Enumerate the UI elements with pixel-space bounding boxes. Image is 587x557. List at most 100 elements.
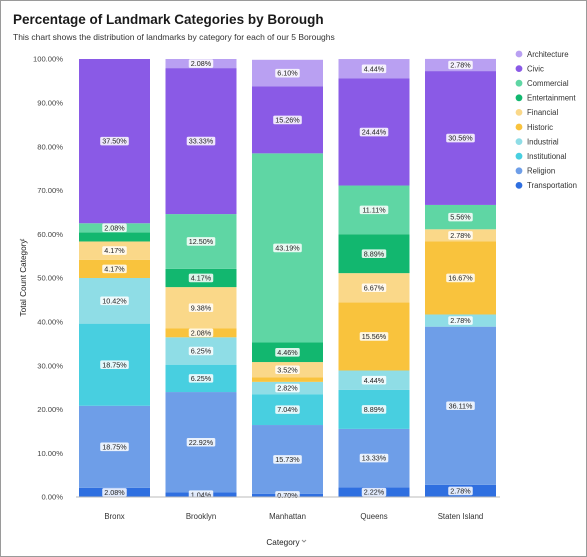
legend-item-institutional[interactable]: Institutional	[527, 152, 567, 161]
x-tick-label: Manhattan	[269, 512, 306, 521]
data-label: 15.26%	[275, 116, 300, 125]
data-label: 4.46%	[277, 348, 298, 357]
chart-title: Percentage of Landmark Categories by Bor…	[13, 12, 324, 27]
data-label-bg	[448, 212, 473, 222]
legend-marker	[515, 138, 523, 146]
data-label: 2.78%	[450, 487, 471, 496]
data-label: 24.44%	[362, 128, 387, 137]
data-label-bg	[273, 243, 302, 253]
legend-marker	[515, 123, 523, 131]
data-label-bg	[186, 136, 216, 146]
legend-item-commercial[interactable]: Commercial	[527, 79, 569, 88]
data-label-bg	[361, 283, 387, 293]
legend-item-historic[interactable]: Historic	[527, 123, 553, 132]
data-label-bg	[275, 491, 300, 500]
legend-marker	[515, 167, 523, 175]
bar-segment-entertainment-bronx[interactable]	[79, 232, 150, 242]
data-label: 1.04%	[191, 490, 212, 499]
data-label-bg	[275, 68, 300, 78]
bars: 2.08% 18.75% 18.75% 10.42% 4.17% 4.17% 2.08% 37…	[79, 58, 496, 500]
data-label-bg	[446, 273, 475, 283]
data-label: 13.33%	[362, 454, 387, 463]
data-label: 0.70%	[277, 491, 298, 500]
y-tick-label: 100.00%	[33, 55, 63, 64]
y-tick-label: 70.00%	[37, 186, 63, 195]
y-tick-label: 10.00%	[37, 449, 63, 458]
data-label: 15.56%	[362, 332, 387, 341]
x-axis-categories: Bronx Brooklyn Manhattan Queens Staten Islan…	[104, 512, 483, 521]
data-label-bg	[361, 249, 387, 258]
data-label: 4.44%	[364, 64, 385, 73]
data-label-bg	[361, 64, 387, 74]
x-tick-label: Staten Island	[438, 512, 484, 521]
data-label: 4.17%	[104, 264, 125, 273]
y-tick-label: 20.00%	[37, 405, 63, 414]
data-label: 33.33%	[189, 137, 214, 146]
data-label-bg	[188, 346, 214, 356]
data-label: 2.08%	[191, 328, 212, 337]
data-label: 2.78%	[450, 61, 471, 70]
y-tick-label: 40.00%	[37, 318, 63, 327]
legend-item-religion[interactable]: Religion	[527, 167, 555, 176]
data-label-bg	[273, 115, 302, 125]
data-label-bg	[359, 332, 389, 341]
data-label-bg	[359, 127, 389, 137]
x-axis-label: Category	[266, 538, 300, 547]
data-label: 16.67%	[448, 274, 473, 283]
legend-marker	[515, 94, 523, 102]
data-label: 7.04%	[277, 405, 298, 414]
data-label: 5.56%	[450, 213, 471, 222]
y-axis-ticks: 0.00% 10.00% 20.00% 30.00% 40.00% 50.00% 60.00…	[33, 55, 63, 502]
data-label: 3.52%	[277, 365, 298, 374]
legend: Architecture Civic Commercial Entertainment…	[515, 50, 577, 190]
data-label-bg	[188, 273, 214, 283]
data-label: 2.08%	[104, 488, 125, 497]
legend-item-industrial[interactable]: Industrial	[527, 137, 559, 146]
data-label: 6.25%	[191, 347, 212, 356]
data-label: 18.75%	[102, 442, 127, 451]
data-label: 6.67%	[364, 283, 385, 292]
legend-marker	[515, 50, 523, 58]
data-label: 15.73%	[275, 455, 300, 464]
data-label-bg	[448, 60, 473, 70]
y-tick-label: 80.00%	[37, 142, 63, 151]
data-label: 4.44%	[364, 376, 385, 385]
legend-item-civic[interactable]: Civic	[527, 64, 544, 73]
legend-item-architecture[interactable]: Architecture	[527, 50, 569, 59]
data-label-bg	[448, 231, 473, 240]
y-tick-label: 50.00%	[37, 274, 63, 283]
y-tick-label: 30.00%	[37, 361, 63, 370]
chart-subtitle: This chart shows the distribution of lan…	[13, 32, 335, 42]
x-axis-chevron-icon[interactable]	[301, 539, 307, 543]
data-label: 2.08%	[104, 223, 125, 232]
data-label-bg	[188, 59, 214, 68]
y-axis-label-group: Total Count Category	[19, 239, 28, 317]
data-label: 2.08%	[191, 59, 212, 68]
legend-item-entertainment[interactable]: Entertainment	[527, 94, 576, 103]
legend-marker	[515, 109, 523, 116]
data-label-bg	[448, 316, 473, 325]
data-label-bg	[100, 360, 129, 370]
data-label-bg	[275, 347, 300, 357]
data-label: 36.11%	[449, 401, 473, 410]
data-label: 30.56%	[448, 134, 473, 143]
data-label-bg	[275, 383, 300, 393]
data-label-bg	[188, 328, 214, 338]
data-label: 12.50%	[189, 237, 214, 246]
data-label: 2.78%	[450, 316, 471, 325]
legend-item-transportation[interactable]: Transportation	[527, 181, 577, 190]
data-label-bg	[359, 453, 389, 463]
legend-marker	[515, 65, 523, 72]
data-label: 18.75%	[102, 360, 127, 369]
y-axis-chevron-icon[interactable]	[19, 238, 25, 242]
data-label-bg	[275, 365, 300, 375]
data-label-bg	[275, 405, 300, 414]
data-label-bg	[361, 375, 387, 385]
data-label-bg	[361, 405, 387, 414]
data-label-bg	[359, 205, 389, 215]
y-tick-label: 90.00%	[37, 99, 63, 108]
data-label: 2.82%	[277, 384, 298, 393]
legend-item-financial[interactable]: Financial	[527, 108, 558, 117]
bar-segment-historic-manhattan[interactable]	[252, 377, 323, 382]
